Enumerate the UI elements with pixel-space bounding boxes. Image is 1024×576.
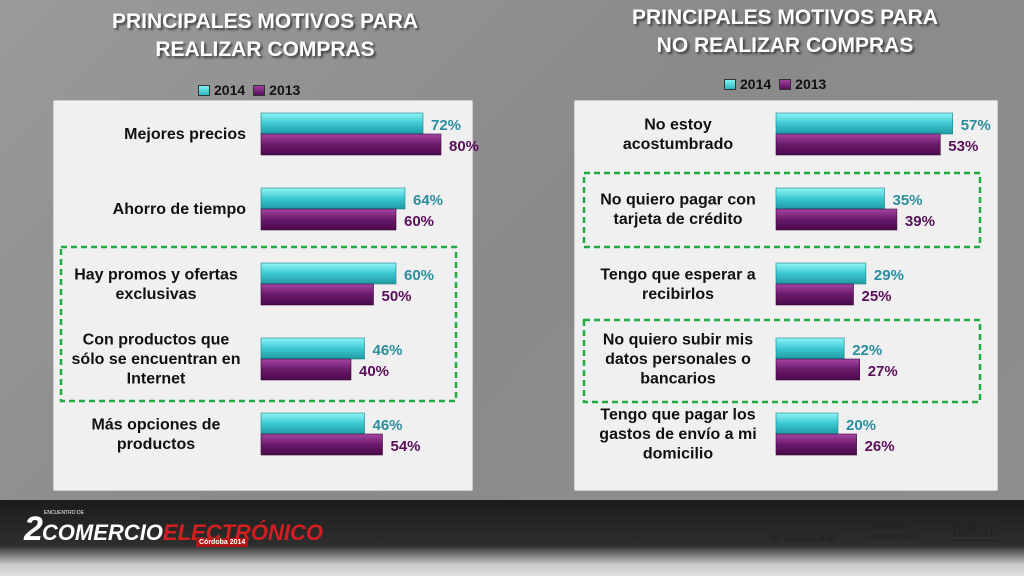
category-label: Ahorro de tiempo: [113, 201, 247, 218]
left-chart-title: PRINCIPALES MOTIVOS PARA REALIZAR COMPRA…: [60, 8, 470, 64]
bar-2014-1-0: [775, 112, 953, 135]
bar-2013-1-4: [775, 433, 857, 456]
category-label: domicilio: [643, 446, 713, 463]
data-label-2013: 25%: [862, 288, 892, 305]
category-label: Hay promos y ofertas: [74, 266, 238, 283]
category-label: sólo se encuentran en: [72, 351, 241, 368]
right-legend: 2014 2013: [724, 76, 826, 92]
legend-swatch-2014: [724, 78, 736, 90]
bar-2014-1-1: [775, 187, 885, 210]
bar-2013-1-0: [775, 133, 941, 156]
left-title-line-2: REALIZAR COMPRAS: [155, 38, 375, 61]
category-label: datos personales o: [605, 351, 751, 368]
data-label-2014: 46%: [373, 342, 403, 359]
data-label-2013: 50%: [382, 288, 412, 305]
legend-label-2014: 2014: [214, 82, 246, 98]
category-label: gastos de envío a mi: [599, 426, 756, 443]
bar-2013-0-1: [260, 208, 397, 231]
data-label-2014: 60%: [404, 267, 434, 284]
legend-label-2014: 2014: [740, 76, 772, 92]
event-logo: 2COMERCIOELECTRÓNICO: [24, 510, 323, 549]
data-label-2013: 54%: [391, 438, 421, 455]
data-label-2014: 29%: [874, 267, 904, 284]
category-label: tarjeta de crédito: [614, 211, 743, 228]
data-label-2014: 64%: [413, 192, 443, 209]
category-label: Mejores precios: [124, 126, 246, 143]
event-number: 2: [24, 510, 43, 548]
bar-2014-0-3: [260, 337, 365, 360]
data-label-2014: 22%: [852, 342, 882, 359]
sponsor-fundacion: Fundación Mediterránea: [872, 522, 917, 541]
event-place: Córdoba 2014: [196, 538, 249, 547]
bar-2014-0-2: [260, 262, 397, 285]
right-title-line-2: NO REALIZAR COMPRAS: [656, 34, 914, 57]
bar-2014-1-2: [775, 262, 867, 285]
category-label: No estoy: [644, 116, 712, 133]
right-title-line-1: PRINCIPALES MOTIVOS PARA: [631, 6, 939, 29]
category-label: Tengo que esperar a: [600, 266, 755, 283]
bar-2013-1-2: [775, 283, 854, 306]
data-label-2013: 26%: [865, 438, 895, 455]
data-label-2013: 53%: [948, 138, 978, 155]
footer-bar: [0, 500, 1024, 576]
bar-2013-0-3: [260, 358, 352, 381]
legend-swatch-2013: [779, 78, 792, 90]
data-label-2013: 27%: [868, 363, 898, 380]
data-label-2014: 35%: [893, 192, 923, 209]
andreani-icon: Ⓐ: [770, 534, 783, 545]
highlight-box: [582, 318, 982, 404]
category-label: Tengo que pagar los: [600, 407, 755, 424]
legend-label-2013: 2013: [795, 76, 827, 92]
category-label: No quiero pagar con: [600, 191, 756, 208]
data-label-2014: 46%: [373, 417, 403, 434]
data-label-2013: 80%: [449, 138, 479, 155]
category-label: productos: [117, 436, 195, 453]
legend-swatch-2014: [198, 84, 210, 96]
bar-2014-0-4: [260, 412, 365, 435]
data-label-2013: 60%: [404, 213, 434, 230]
left-legend: 2014 2013: [198, 82, 300, 98]
event-small-text: ENCUENTRO DE: [44, 510, 85, 516]
category-label: acostumbrado: [623, 136, 733, 153]
data-label-2013: 40%: [359, 363, 389, 380]
sponsor-andreani-label: ANDREANI: [782, 534, 836, 545]
right-chart-title: PRINCIPALES MOTIVOS PARA NO REALIZAR COM…: [580, 4, 990, 60]
legend-swatch-2013: [253, 84, 266, 96]
bar-charts: 72% 80% Mejores precios 64% 60% Ahorro de tie…: [59, 112, 991, 463]
category-label: recibirlos: [642, 286, 714, 303]
category-label: exclusivas: [116, 286, 197, 303]
highlight-box: [59, 245, 458, 403]
category-label: Con productos que: [83, 332, 230, 349]
bar-2014-0-1: [260, 187, 406, 210]
sponsor-ieral: IERAL: [952, 522, 1000, 541]
data-label-2014: 20%: [846, 417, 876, 434]
bar-2014-0-0: [260, 112, 424, 135]
data-label-2013: 39%: [905, 213, 935, 230]
bar-2013-0-0: [260, 133, 442, 156]
data-label-2014: 72%: [431, 117, 461, 134]
legend-label-2013: 2013: [269, 82, 301, 98]
sponsor-andreani: Ⓐ ANDREANI: [770, 530, 836, 545]
bar-2013-1-3: [775, 358, 860, 381]
category-label: Internet: [127, 371, 186, 388]
bar-2013-1-1: [775, 208, 898, 231]
bar-2014-1-4: [775, 412, 839, 435]
bar-2013-0-4: [260, 433, 383, 456]
highlight-box: [582, 171, 982, 249]
category-label: No quiero subir mis: [603, 332, 753, 349]
event-word-commerce: COMERCIO: [41, 520, 163, 545]
left-title-line-1: PRINCIPALES MOTIVOS PARA: [111, 10, 419, 33]
data-label-2014: 57%: [961, 117, 991, 134]
category-label: Más opciones de: [92, 416, 221, 433]
bar-2013-0-2: [260, 283, 374, 306]
category-label: bancarios: [640, 371, 716, 388]
bar-2014-1-3: [775, 337, 845, 360]
